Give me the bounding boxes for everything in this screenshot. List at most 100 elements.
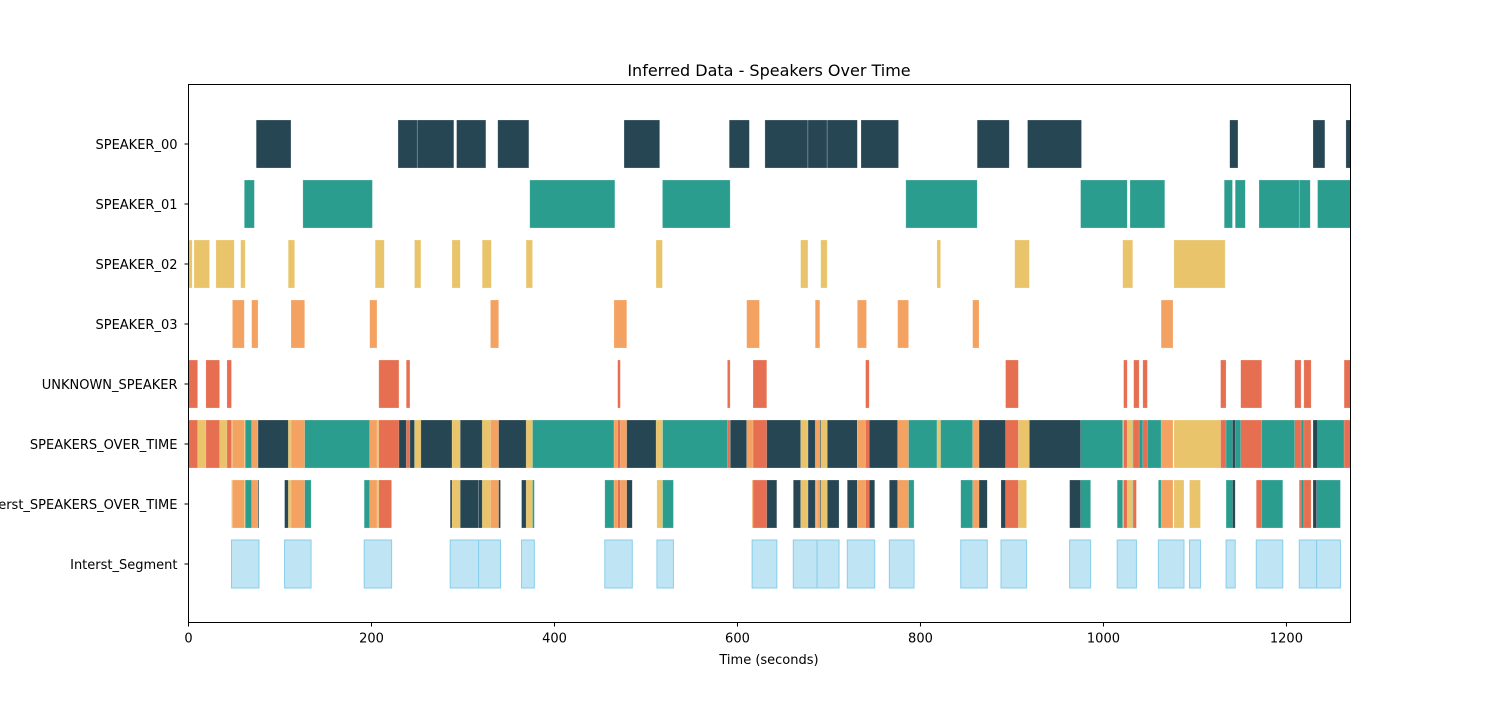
segment-interst-segment (478, 539, 502, 589)
segment-interst-speakers-over-time-unknown-speaker (378, 479, 392, 529)
segment-speakers-over-time-speaker-01 (302, 419, 373, 469)
segment-interst-speakers-over-time-speaker-00 (1069, 479, 1082, 529)
segment-interst-speakers-over-time-unknown-speaker (617, 479, 621, 529)
segment-speakers-over-time-speaker-02 (936, 419, 941, 469)
segment-interst-speakers-over-time-speaker-02 (1173, 479, 1185, 529)
segment-interst-speakers-over-time-unknown-speaker (1303, 479, 1312, 529)
segment-interst-segment (1298, 539, 1318, 589)
segment-interst-segment (888, 539, 915, 589)
segment-speaker-03 (232, 299, 245, 349)
y-tick-label: SPEAKERS_OVER_TIME (30, 438, 178, 453)
segment-unknown-speaker (1142, 359, 1148, 409)
segment-interst-segment (816, 539, 840, 589)
segment-speaker-01 (1223, 179, 1233, 229)
segment-speakers-over-time-unknown-speaker (378, 419, 400, 469)
segment-interst-segment (1116, 539, 1137, 589)
segment-speakers-over-time-unknown-speaker (1142, 419, 1148, 469)
y-tick-label: SPEAKER_03 (95, 318, 177, 333)
segment-interst-speakers-over-time-speaker-03 (972, 479, 980, 529)
segment-speaker-00 (497, 119, 530, 169)
segment-speaker-01 (1234, 179, 1246, 229)
y-tick-label: Interst_Segment (70, 558, 177, 573)
chart-title: Inferred Data - Speakers Over Time (627, 61, 910, 80)
segment-interst-speakers-over-time-speaker-02 (656, 479, 663, 529)
segment-unknown-speaker (405, 359, 411, 409)
segment-speakers-over-time-unknown-speaker (1343, 419, 1351, 469)
segment-speakers-over-time-speaker-03 (232, 419, 245, 469)
segment-speakers-over-time-speaker-02 (1173, 419, 1226, 469)
segment-interst-speakers-over-time-speaker-01 (1317, 479, 1341, 529)
segment-unknown-speaker (1005, 359, 1019, 409)
segment-interst-segment (792, 539, 818, 589)
row-speakers-over-time (188, 419, 1351, 469)
segment-speakers-over-time-speaker-02 (800, 419, 809, 469)
segment-unknown-speaker (752, 359, 768, 409)
segment-speaker-03 (897, 299, 909, 349)
segment-speaker-03 (972, 299, 980, 349)
segment-unknown-speaker (1220, 359, 1227, 409)
segment-interst-speakers-over-time-speaker-00 (1312, 479, 1317, 529)
segment-interst-speakers-over-time-speaker-01 (1225, 479, 1233, 529)
segment-speaker-00 (416, 119, 455, 169)
row-unknown-speaker (188, 359, 1351, 409)
segment-speakers-over-time-speaker-03 (897, 419, 909, 469)
segment-interst-segment (1157, 539, 1185, 589)
segment-speaker-02 (414, 239, 422, 289)
segment-speaker-00 (1229, 119, 1239, 169)
segment-speaker-02 (1122, 239, 1134, 289)
segment-speakers-over-time-unknown-speaker (1220, 419, 1227, 469)
segment-interst-speakers-over-time-speaker-03 (369, 479, 378, 529)
y-tick-label: SPEAKER_00 (95, 138, 177, 153)
segment-unknown-speaker (1303, 359, 1312, 409)
segment-interst-segment (521, 539, 535, 589)
segment-speaker-00 (976, 119, 1010, 169)
segment-speaker-00 (1027, 119, 1082, 169)
segment-speaker-00 (397, 119, 418, 169)
segment-speakers-over-time-speaker-01 (529, 419, 616, 469)
segment-unknown-speaker (378, 359, 400, 409)
segment-interst-segment (1188, 539, 1201, 589)
segment-speakers-over-time-unknown-speaker (1303, 419, 1312, 469)
segment-speaker-03 (857, 299, 867, 349)
segment-speaker-00 (728, 119, 750, 169)
segment-interst-speakers-over-time-speaker-00 (846, 479, 858, 529)
segment-interst-speakers-over-time-speaker-03 (251, 479, 259, 529)
segment-speaker-00 (764, 119, 809, 169)
segment-speaker-00 (255, 119, 292, 169)
segment-interst-speakers-over-time-speaker-01 (1080, 479, 1091, 529)
segment-speaker-00 (456, 119, 487, 169)
segment-interst-speakers-over-time-speaker-02 (800, 479, 809, 529)
segment-speaker-03 (290, 299, 305, 349)
segment-interst-speakers-over-time-speaker-01 (662, 479, 674, 529)
segment-speakers-over-time-speaker-00 (497, 419, 530, 469)
segment-speakers-over-time-speaker-02 (525, 419, 533, 469)
segment-speaker-01 (244, 179, 255, 229)
segment-interst-segment (656, 539, 674, 589)
segment-speakers-over-time-unknown-speaker (1294, 419, 1302, 469)
segment-interst-speakers-over-time-speaker-01 (604, 479, 616, 529)
segment-speaker-00 (826, 119, 858, 169)
segment-interst-speakers-over-time-speaker-02 (1122, 479, 1134, 529)
segment-speakers-over-time-speaker-02 (1122, 419, 1134, 469)
segment-interst-segment (1000, 539, 1028, 589)
x-tick-label: 0 (184, 632, 192, 647)
segment-speakers-over-time-unknown-speaker (617, 419, 621, 469)
segment-unknown-speaker (865, 359, 870, 409)
segment-speaker-00 (1345, 119, 1351, 169)
segment-speaker-02 (655, 239, 663, 289)
segment-interst-segment (363, 539, 393, 589)
segment-speaker-02 (820, 239, 828, 289)
segment-speaker-03 (746, 299, 760, 349)
y-tick-label: Interst_SPEAKERS_OVER_TIME (0, 498, 178, 513)
segment-speakers-over-time-speaker-03 (251, 419, 259, 469)
segment-interst-speakers-over-time-speaker-03 (232, 479, 245, 529)
segment-interst-speakers-over-time-speaker-03 (1160, 479, 1174, 529)
segment-speakers-over-time-speaker-00 (255, 419, 292, 469)
x-tick-label: 1000 (1087, 632, 1120, 647)
segment-speaker-02 (451, 239, 461, 289)
segment-unknown-speaker (188, 359, 198, 409)
segment-speakers-over-time-speaker-00 (416, 419, 455, 469)
segment-speakers-over-time-speaker-03 (290, 419, 305, 469)
segment-interst-speakers-over-time-unknown-speaker (1133, 479, 1137, 529)
